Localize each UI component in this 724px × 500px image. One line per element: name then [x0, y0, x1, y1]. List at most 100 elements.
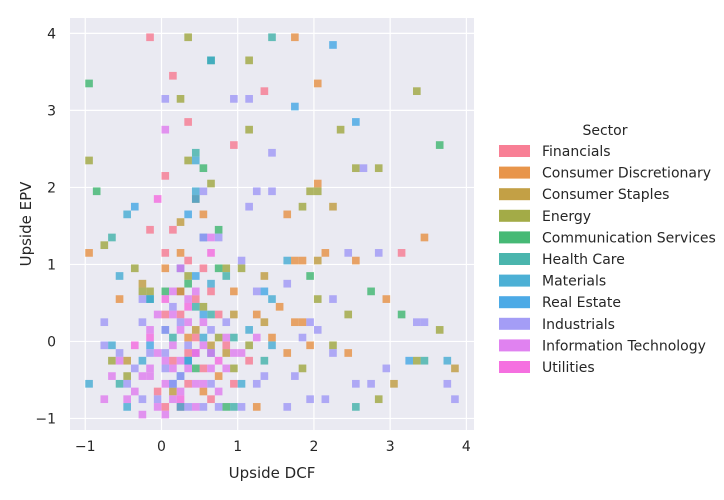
legend-swatch-financials: [499, 145, 530, 157]
hist-cell-information-technology: [138, 372, 147, 380]
hist-cell-materials: [268, 295, 276, 303]
hist-cell-real-estate: [260, 287, 269, 296]
hist-cell-information-technology: [146, 372, 154, 380]
hist-cell-information-technology: [191, 287, 200, 296]
hist-cell-materials: [123, 403, 131, 411]
hist-cell-energy: [245, 341, 253, 350]
hist-cell-consumer-discretionary: [199, 210, 208, 219]
hist-cell-industrials: [344, 249, 353, 257]
hist-cell-industrials: [420, 318, 429, 327]
hist-cell-consumer-discretionary: [306, 341, 314, 350]
hist-cell-information-technology: [176, 264, 185, 273]
hist-cell-consumer-discretionary: [283, 349, 292, 357]
hist-cell-information-technology: [108, 372, 116, 380]
legend-label-industrials: Industrials: [542, 317, 615, 333]
hist-cell-consumer-staples: [138, 279, 147, 288]
plot-background: [70, 18, 474, 430]
hist-cell-communication-services: [199, 164, 208, 173]
hist-cell-communication-services: [397, 310, 406, 319]
hist-cell-information-technology: [184, 295, 192, 303]
hist-cell-information-technology: [115, 356, 124, 365]
hist-cell-industrials: [130, 364, 139, 373]
hist-cell-industrials: [214, 403, 223, 411]
hist-cell-financials: [214, 310, 223, 319]
hist-cell-materials: [268, 341, 276, 350]
hist-cell-utilities: [191, 349, 200, 357]
hist-cell-consumer-discretionary: [344, 349, 353, 357]
hist-cell-energy: [413, 356, 421, 365]
hist-cell-industrials: [237, 256, 246, 265]
hist-cell-consumer-staples: [313, 256, 322, 265]
hist-cell-materials: [176, 403, 185, 411]
x-tick-label: 0: [157, 439, 166, 455]
hist-cell-industrials: [313, 326, 322, 334]
hist-cell-consumer-discretionary: [298, 318, 307, 327]
hist-cell-energy: [199, 302, 208, 311]
hist-cell-communication-services: [306, 272, 314, 280]
hist-cell-communication-services: [435, 141, 444, 149]
x-tick-label: 4: [462, 439, 471, 455]
hist-cell-information-technology: [230, 349, 238, 357]
hist-cell-information-technology: [252, 333, 261, 342]
hist-cell-industrials: [252, 379, 261, 388]
hist-cell-industrials: [161, 349, 170, 357]
hist-cell-utilities: [214, 356, 223, 365]
legend-label-financials: Financials: [542, 144, 611, 160]
hist-cell-utilities: [146, 333, 154, 342]
legend-swatch-communication-services: [499, 231, 530, 244]
hist-cell-utilities: [130, 341, 139, 350]
hist-cell-consumer-staples: [260, 272, 269, 280]
hist-cell-real-estate: [199, 310, 208, 319]
hist-cell-consumer-discretionary: [291, 33, 299, 42]
legend-label-energy: Energy: [542, 209, 591, 225]
hist-cell-industrials: [237, 403, 246, 411]
hist-cell-energy: [298, 364, 307, 373]
hist-cell-financials: [161, 249, 170, 257]
hist-cell-industrials: [230, 95, 238, 103]
x-tick-label: 2: [309, 439, 318, 455]
hist-cell-materials: [191, 156, 200, 165]
hist-cell-information-technology: [207, 233, 215, 242]
hist-cell-information-technology: [199, 379, 208, 388]
hist-cell-industrials: [359, 164, 368, 173]
hist-cell-information-technology: [161, 356, 170, 365]
hist-cell-financials: [207, 287, 215, 296]
hist-cell-consumer-staples: [230, 310, 238, 319]
hist-cell-energy: [146, 287, 154, 296]
hist-cell-financials: [161, 310, 170, 319]
hist-cell-energy: [329, 341, 337, 350]
hist-cell-communication-services: [92, 187, 101, 196]
hist-cell-energy: [344, 310, 353, 319]
hist-cell-industrials: [268, 187, 276, 196]
hist-cell-health-care: [352, 403, 360, 411]
hist-cell-consumer-discretionary: [176, 249, 185, 257]
hist-cell-financials: [199, 364, 208, 373]
hist-cell-real-estate: [184, 210, 192, 219]
hist-cell-energy: [374, 395, 383, 404]
hist-cell-financials: [222, 341, 231, 350]
hist-cell-communication-services: [214, 225, 223, 234]
hist-cell-consumer-discretionary: [230, 287, 238, 296]
legend-swatch-materials: [499, 274, 530, 287]
hist-cell-industrials: [306, 318, 314, 327]
hist-cell-industrials: [329, 295, 337, 303]
hist-cell-information-technology: [169, 341, 177, 350]
hist-cell-financials: [146, 33, 154, 42]
hist-cell-industrials: [138, 395, 147, 404]
hist-cell-health-care: [191, 302, 200, 311]
hist-cell-financials: [397, 249, 406, 257]
hist-cell-health-care: [260, 356, 269, 365]
legend-label-health-care: Health Care: [542, 252, 625, 268]
hist-cell-industrials: [443, 379, 452, 388]
hist-cell-financials: [169, 356, 177, 365]
hist-cell-industrials: [283, 279, 292, 288]
hist-cell-information-technology: [222, 364, 231, 373]
hist-cell-industrials: [199, 187, 208, 196]
hist-cell-materials: [199, 333, 208, 342]
hist-cell-financials: [161, 172, 170, 180]
hist-cell-industrials: [252, 187, 261, 196]
hist-cell-consumer-discretionary: [252, 403, 261, 411]
legend-label-real-estate: Real Estate: [542, 295, 621, 311]
hist-cell-industrials: [214, 233, 223, 242]
legend-swatch-industrials: [499, 317, 530, 330]
